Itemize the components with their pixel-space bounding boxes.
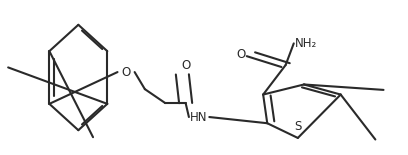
Text: NH₂: NH₂ <box>295 37 317 50</box>
Text: O: O <box>122 66 131 79</box>
Text: O: O <box>236 48 245 61</box>
Text: O: O <box>182 59 191 72</box>
Text: HN: HN <box>191 111 208 124</box>
Text: S: S <box>294 120 302 133</box>
